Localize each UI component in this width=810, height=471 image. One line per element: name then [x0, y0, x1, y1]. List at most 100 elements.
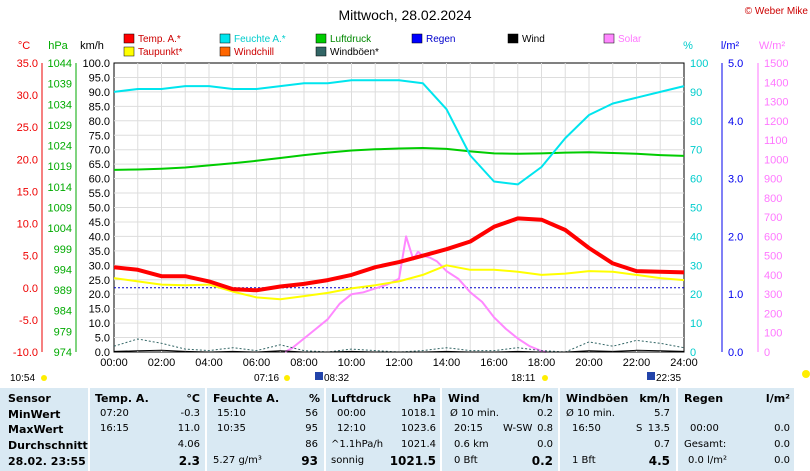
header-rain-unit: l/m² — [765, 392, 790, 405]
weather-condition: sonnig — [331, 455, 365, 466]
gust-column — [560, 388, 676, 471]
x-tick-label: 18:00 — [528, 357, 556, 369]
kmh-tick-label: 25.0 — [89, 275, 110, 287]
wm2-tick-label: 100 — [764, 328, 782, 340]
marker-sunrise-time: 07:16 — [254, 373, 279, 384]
legend-label: Feuchte A.* — [234, 34, 286, 45]
row-label-min: MinWert — [8, 408, 61, 421]
header-temp: Temp. A. — [95, 392, 149, 405]
min-press-value: 1018.1 — [401, 408, 436, 419]
legend-swatch — [603, 33, 615, 44]
wm2-tick-label: 1000 — [764, 154, 788, 166]
rain-total-label: Gesamt: — [684, 439, 727, 450]
row-label-average: Durchschnitt — [8, 439, 88, 452]
pct-tick-label: 100 — [690, 58, 708, 70]
avg-hum-value: 86 — [305, 439, 318, 450]
temp-tick-label: -10.0 — [13, 347, 38, 359]
lm2-tick-label: 0.0 — [728, 347, 743, 359]
header-humidity-unit: % — [308, 392, 320, 405]
hpa-tick-label: 1024 — [48, 141, 72, 153]
gust-beaufort: 1 Bft — [572, 455, 596, 466]
credit-text[interactable]: © Weber Mike — [745, 6, 809, 17]
min-wind-value: 0.2 — [537, 408, 553, 419]
kmh-tick-label: 85.0 — [89, 101, 110, 113]
wm2-tick-label: 1100 — [764, 135, 788, 147]
humidity-column — [207, 388, 324, 471]
lm2-tick-label: 2.0 — [728, 231, 743, 243]
wm2-tick-label: 1200 — [764, 116, 788, 128]
pct-tick-label: 60 — [690, 174, 702, 186]
kmh-tick-label: 60.0 — [89, 174, 110, 186]
legend-label: Regen — [426, 34, 455, 45]
wm2-tick-label: 400 — [764, 270, 782, 282]
x-tick-label: 22:00 — [623, 357, 651, 369]
current-temp-value: 2.3 — [178, 454, 200, 468]
series-line-luftdruck — [113, 147, 685, 171]
hpa-tick-label: 1034 — [48, 99, 72, 111]
hpa-tick-label: 1009 — [48, 203, 72, 215]
sunrise-icon — [284, 375, 290, 381]
wm2-tick-label: 800 — [764, 193, 782, 205]
pct-tick-label: 10 — [690, 318, 702, 330]
series-line-solar — [284, 235, 547, 353]
wm2-tick-label: 200 — [764, 308, 782, 320]
temp-tick-label: 25.0 — [17, 122, 38, 134]
hpa-tick-label: 989 — [54, 285, 72, 297]
wm2-tick-label: 300 — [764, 289, 782, 301]
pressure-trend: ^1.1hPa/h — [331, 439, 384, 450]
header-humidity: Feuchte A. — [213, 392, 280, 405]
temp-column — [90, 388, 205, 471]
wm2-tick-label: 500 — [764, 251, 782, 263]
legend-label: Windböen* — [330, 47, 379, 58]
legend-swatch — [123, 46, 135, 57]
sensor-column — [0, 388, 88, 471]
temp-tick-label: 30.0 — [17, 90, 38, 102]
header-sensor: Sensor — [8, 392, 51, 405]
wm2-tick-label: 1400 — [764, 77, 788, 89]
hpa-tick-label: 1004 — [48, 223, 72, 235]
hpa-tick-label: 974 — [54, 347, 72, 359]
row-label-current: 28.02. 23:55 — [8, 455, 86, 468]
lm2-tick-label: 3.0 — [728, 174, 743, 186]
kmh-tick-label: 0.0 — [95, 347, 110, 359]
series-line-feuchtea — [113, 79, 685, 186]
statistics-table: Sensor Temp. A. °C Feuchte A. % Luftdruc… — [0, 388, 810, 471]
pct-tick-label: 70 — [690, 145, 702, 157]
max-rain-value: 0.0 — [774, 423, 790, 434]
legend-swatch — [411, 33, 423, 44]
moon-icon — [647, 372, 655, 380]
absolute-humidity: 5.27 g/m³ — [213, 455, 262, 466]
kmh-tick-label: 15.0 — [89, 304, 110, 316]
wm2-tick-label: 900 — [764, 174, 782, 186]
kmh-tick-label: 100.0 — [82, 58, 110, 70]
legend-swatch — [219, 33, 231, 44]
header-pressure: Luftdruck — [331, 392, 391, 405]
current-press-value: 1021.5 — [389, 454, 436, 468]
max-gust-direction: S — [636, 423, 643, 434]
min-press-time: 00:00 — [337, 408, 366, 419]
hpa-tick-label: 994 — [54, 264, 72, 276]
wind-beaufort: 0 Bft — [454, 455, 478, 466]
max-hum-value: 95 — [305, 423, 318, 434]
max-wind-value: 0.8 — [537, 423, 553, 434]
x-tick-label: 12:00 — [385, 357, 413, 369]
min-hum-value: 56 — [305, 408, 318, 419]
x-tick-label: 20:00 — [575, 357, 603, 369]
header-temp-unit: °C — [186, 392, 200, 405]
marker-sunset-time: 18:11 — [511, 373, 536, 384]
hpa-tick-label: 999 — [54, 244, 72, 256]
kmh-tick-label: 50.0 — [89, 203, 110, 215]
lm2-unit-label: l/m² — [721, 40, 740, 52]
legend-label: Temp. A.* — [138, 34, 181, 45]
header-pressure-unit: hPa — [412, 392, 436, 405]
series-line-taupunkt — [113, 264, 685, 301]
pct-unit-label: % — [683, 40, 693, 52]
header-wind-unit: km/h — [522, 392, 553, 405]
rain-total-value: 0.0 — [774, 439, 790, 450]
header-rain: Regen — [684, 392, 724, 405]
max-gust-value: 13.5 — [647, 423, 670, 434]
avg-gust-value: 0.7 — [654, 439, 670, 450]
avg-wind-value: 0.0 — [537, 439, 553, 450]
wm2-unit-label: W/m² — [759, 40, 786, 52]
kmh-tick-label: 30.0 — [89, 260, 110, 272]
